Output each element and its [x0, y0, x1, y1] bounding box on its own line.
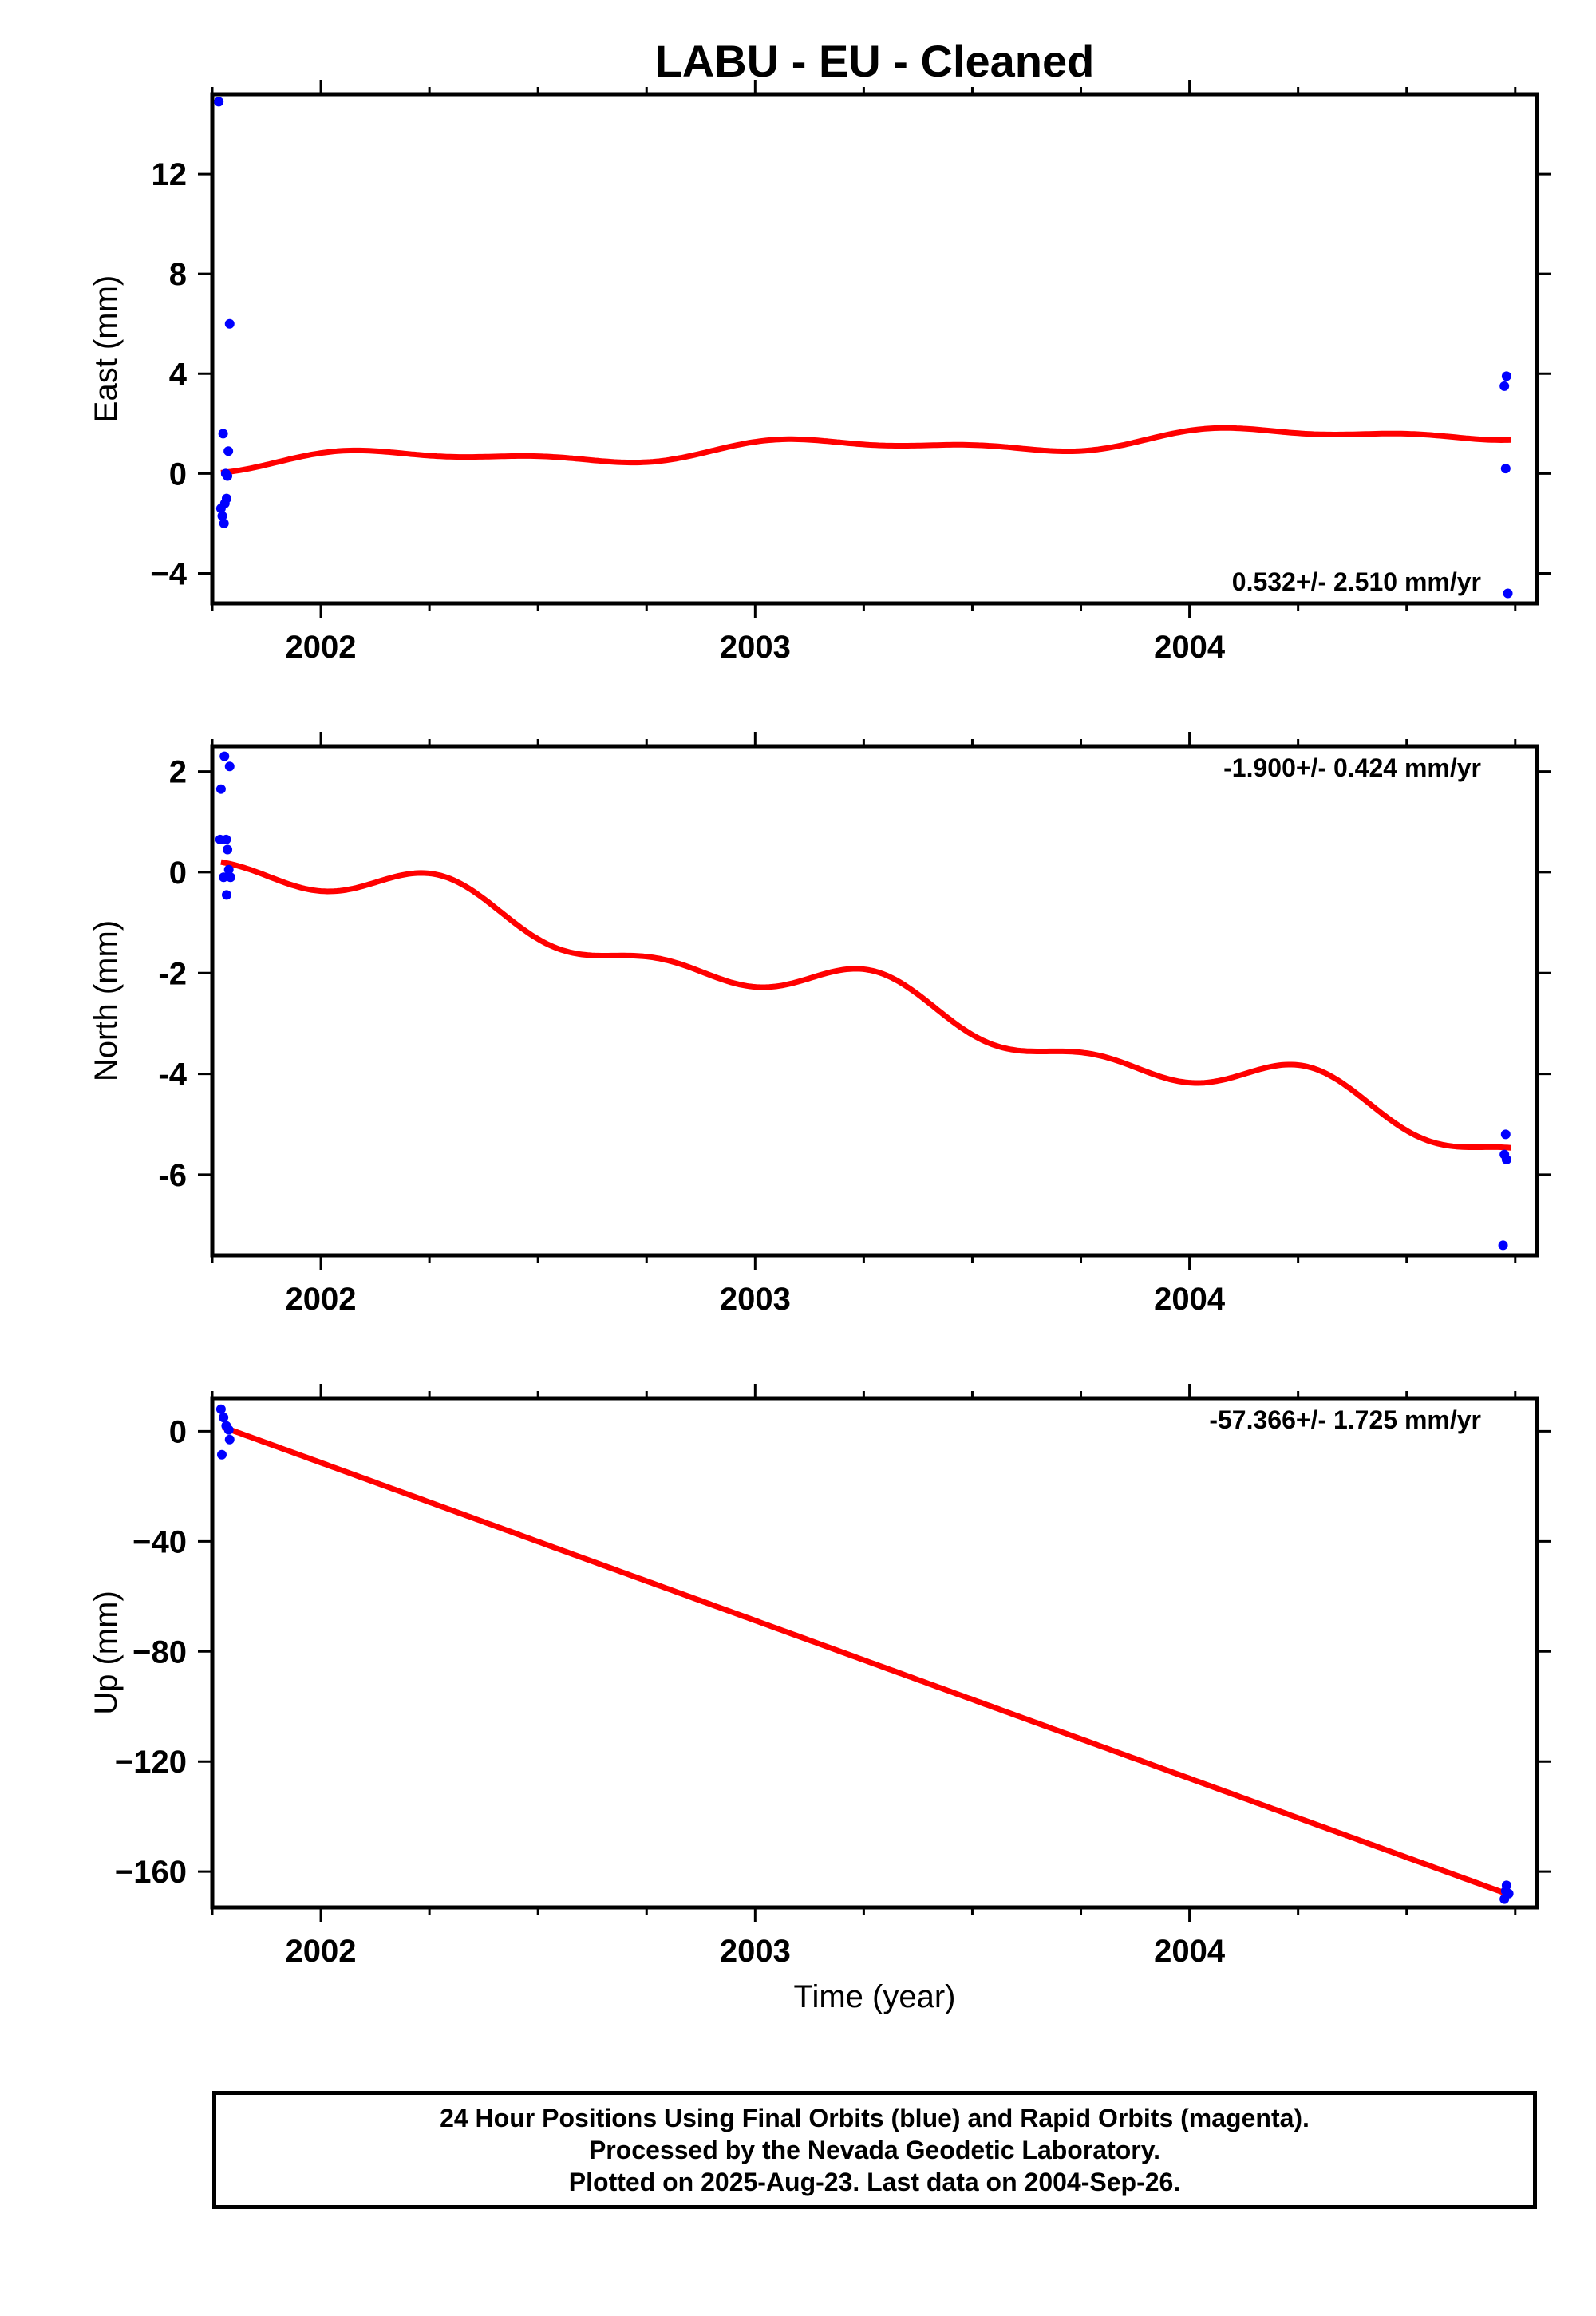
north-y-tick-label: 0 — [169, 856, 187, 891]
east-y-tick-label: −4 — [150, 556, 187, 591]
east-x-tick-label: 2004 — [1154, 630, 1226, 665]
north-x-tick-label: 2004 — [1154, 1282, 1226, 1317]
north-data-point — [1501, 1154, 1511, 1164]
east-data-point — [215, 504, 226, 514]
east-data-point — [1500, 464, 1511, 474]
up-y-tick-label: 0 — [169, 1414, 187, 1449]
up-y-tick-label: −40 — [132, 1524, 187, 1559]
north-data-point — [224, 761, 235, 772]
up-data-point — [215, 1404, 226, 1414]
footer-line-3: Plotted on 2025-Aug-23. Last data on 200… — [568, 2168, 1181, 2196]
east-model-line — [220, 425, 1511, 476]
up-plot-frame — [210, 1396, 1539, 1910]
north-model-line — [220, 859, 1511, 1151]
east-y-tick-label: 0 — [169, 456, 187, 492]
north-data-point — [1498, 1240, 1508, 1251]
up-data-point — [223, 1425, 234, 1435]
east-data-point — [219, 518, 229, 528]
east-y-tick-label: 8 — [169, 257, 187, 292]
up-y-tick-label: −160 — [115, 1855, 187, 1890]
east-y-tick-label: 4 — [169, 357, 188, 392]
up-data-point — [1499, 1894, 1510, 1904]
east-data-point — [1501, 371, 1511, 381]
east-data-point — [1503, 588, 1513, 599]
up-rate-label: -57.366+/- 1.725 mm/yr — [1209, 1405, 1481, 1434]
east-data-point — [217, 511, 227, 521]
footer-box: 24 Hour Positions Using Final Orbits (bl… — [212, 2091, 1537, 2209]
east-data-point — [1499, 381, 1510, 391]
east-x-tick-label: 2003 — [720, 630, 791, 665]
north-data-point — [219, 872, 229, 883]
up-x-tick-label: 2002 — [286, 1934, 357, 1969]
up-y-tick-label: −80 — [132, 1634, 187, 1670]
east-y-tick-label: 12 — [152, 157, 188, 192]
north-y-tick-label: -2 — [158, 956, 187, 991]
east-data-point — [224, 318, 235, 329]
north-x-tick-label: 2002 — [286, 1282, 357, 1317]
east-data-point — [214, 97, 224, 107]
east-plot-frame — [210, 92, 1539, 606]
footer-line-1: 24 Hour Positions Using Final Orbits (bl… — [440, 2104, 1310, 2132]
north-data-point — [1500, 1129, 1511, 1140]
north-y-axis-label: North (mm) — [89, 920, 124, 1081]
east-data-point — [223, 446, 234, 456]
up-y-tick-label: −120 — [115, 1745, 187, 1780]
east-rate-label: 0.532+/- 2.510 mm/yr — [1232, 567, 1481, 596]
east-data-point — [223, 471, 233, 481]
north-data-point — [221, 890, 231, 900]
up-x-tick-label: 2003 — [720, 1934, 791, 1969]
east-y-axis-label: East (mm) — [89, 275, 124, 422]
north-y-tick-label: 2 — [169, 755, 187, 790]
up-y-axis-label: Up (mm) — [89, 1591, 124, 1715]
north-rate-label: -1.900+/- 0.424 mm/yr — [1223, 753, 1481, 782]
north-data-point — [215, 784, 226, 794]
north-data-point — [219, 751, 230, 761]
north-x-tick-label: 2003 — [720, 1282, 791, 1317]
x-axis-label: Time (year) — [794, 1979, 956, 2014]
north-y-tick-label: -6 — [158, 1158, 187, 1193]
north-y-tick-label: -4 — [158, 1057, 187, 1093]
up-x-tick-label: 2004 — [1154, 1934, 1226, 1969]
up-data-point — [224, 1434, 235, 1445]
east-data-point — [218, 429, 228, 439]
north-data-point — [221, 834, 231, 844]
north-data-point — [225, 872, 235, 883]
up-model-line — [222, 1424, 1512, 1899]
chart-title: LABU - EU - Cleaned — [655, 36, 1095, 86]
up-data-point — [216, 1449, 227, 1460]
north-data-point — [223, 844, 233, 855]
north-plot-frame — [210, 744, 1539, 1258]
footer-line-2: Processed by the Nevada Geodetic Laborat… — [588, 2136, 1161, 2164]
north-data-point — [223, 864, 234, 875]
east-x-tick-label: 2002 — [286, 630, 357, 665]
up-data-point — [219, 1413, 229, 1423]
